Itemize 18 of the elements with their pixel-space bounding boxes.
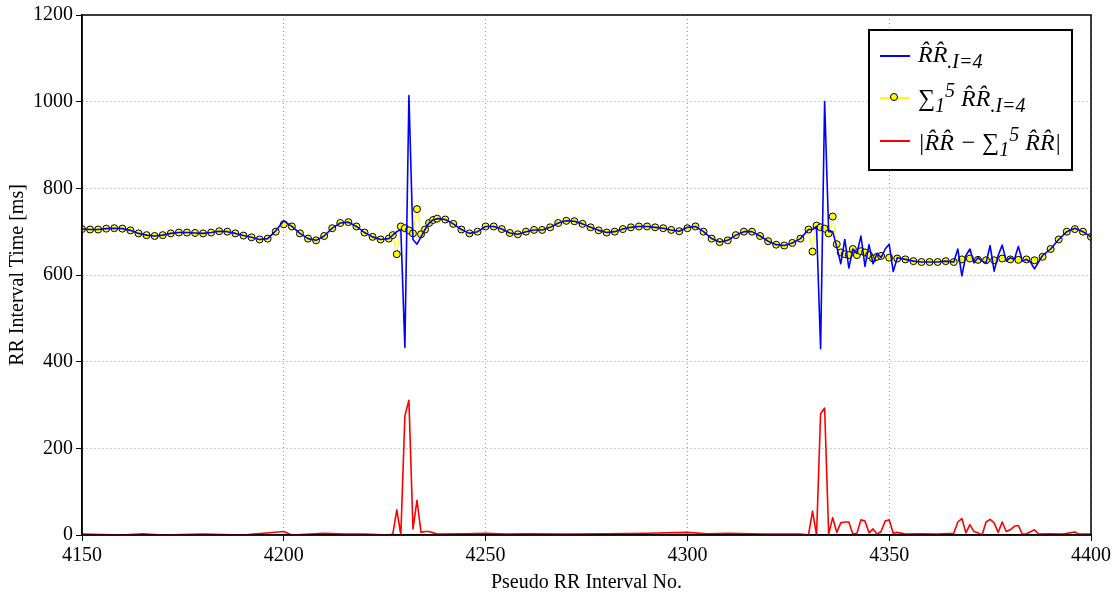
x-tick-label: 4250 <box>465 543 506 566</box>
y-tick-label: 1200 <box>33 2 73 25</box>
legend-label: |R̂R̂ − ∑$_{1}$$^{5}$ R̂R̂| <box>918 121 1062 162</box>
x-tick-label: 4300 <box>667 543 708 566</box>
y-tick-label: 800 <box>43 175 73 198</box>
x-tick-label: 4400 <box>1071 543 1111 566</box>
y-tick-label: 0 <box>63 522 73 545</box>
x-axis-title: Pseudo RR Interval No. <box>490 570 683 593</box>
legend-label: ∑$_{1}$$^{5}$ R̂R̂$_{.I=4}$ <box>918 77 1026 118</box>
y-tick-label: 200 <box>43 435 73 458</box>
y-axis-title: RR Interval Time [ms] <box>5 184 28 366</box>
legend-label: R̂R̂$_{.I=4}$ <box>918 40 983 74</box>
x-tick-label: 4200 <box>263 543 304 566</box>
x-tick-label: 4350 <box>869 543 910 566</box>
y-tick-label: 600 <box>43 262 73 285</box>
y-tick-label: 1000 <box>33 88 73 111</box>
x-tick-label: 4150 <box>62 543 102 566</box>
y-tick-label: 400 <box>43 348 73 371</box>
